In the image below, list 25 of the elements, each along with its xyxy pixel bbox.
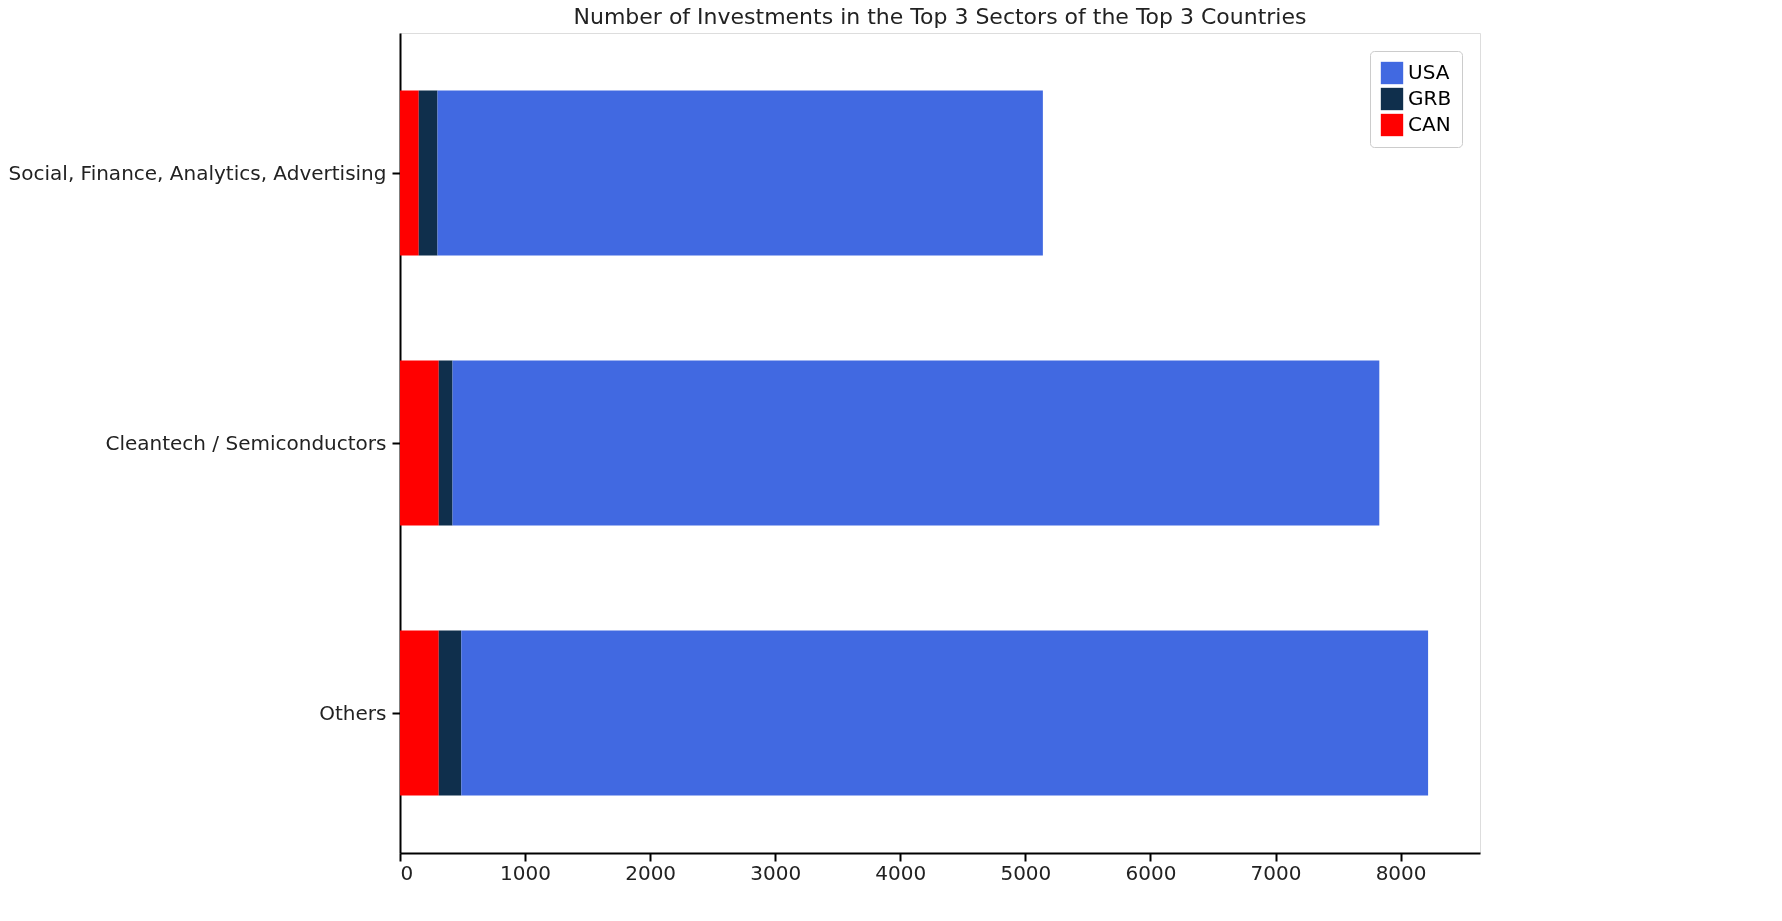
bar xyxy=(400,360,439,526)
chart-title: Number of Investments in the Top 3 Sectors of the Top 3 Countries xyxy=(573,4,1307,29)
y-tick-label: Others xyxy=(319,700,387,725)
y-tick-label: Cleantech / Semiconductors xyxy=(105,430,387,455)
x-tick-label: 6000 xyxy=(1125,860,1177,885)
y-tick-label: Social, Finance, Analytics, Advertising xyxy=(8,160,387,185)
bar xyxy=(438,630,462,796)
bar xyxy=(438,360,453,526)
x-tick-label: 5000 xyxy=(1000,860,1052,885)
x-tick-label: 3000 xyxy=(750,860,802,885)
x-tick-label: 2000 xyxy=(625,860,677,885)
x-tick-label: 0 xyxy=(400,860,414,885)
x-tick-label: 8000 xyxy=(1375,860,1427,885)
legend-label: USA xyxy=(1408,60,1450,84)
x-tick-label: 4000 xyxy=(875,860,927,885)
bar xyxy=(452,360,1380,526)
bar xyxy=(418,90,438,256)
legend-label: CAN xyxy=(1408,112,1451,136)
legend-label: GRB xyxy=(1408,86,1452,110)
bar xyxy=(437,90,1043,256)
bar xyxy=(400,630,439,796)
x-tick-label: 1000 xyxy=(500,860,552,885)
x-tick-label: 7000 xyxy=(1250,860,1302,885)
bar xyxy=(461,630,1429,796)
bar xyxy=(400,90,419,256)
